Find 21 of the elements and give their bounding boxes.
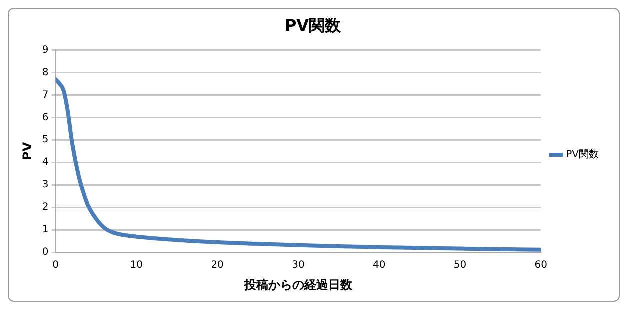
x-tick-label: 10 <box>130 260 144 272</box>
y-tick-label: 7 <box>42 90 49 101</box>
y-tick-label: 6 <box>42 112 49 124</box>
x-tick-label: 20 <box>211 260 224 272</box>
legend-label: PV関数 <box>566 150 600 161</box>
x-tick-label: 30 <box>292 260 305 272</box>
y-tick-label: 2 <box>42 202 49 214</box>
x-tick-label: 60 <box>534 260 548 272</box>
x-tick-label: 40 <box>372 260 386 272</box>
y-tick-label: 8 <box>42 67 49 78</box>
chart-title: PV関数 <box>284 16 342 35</box>
x-axis-title: 投稿からの経過日数 <box>243 278 354 292</box>
y-tick-label: 4 <box>42 157 49 168</box>
y-tick-label: 5 <box>42 134 49 146</box>
x-tick-label: 0 <box>52 260 59 272</box>
y-tick-label: 3 <box>42 180 49 191</box>
y-tick-label: 1 <box>42 224 49 236</box>
y-tick-label: 9 <box>42 44 49 56</box>
x-tick-label: 50 <box>454 260 467 272</box>
y-axis-title: PV <box>20 142 34 160</box>
y-tick-label: 0 <box>42 247 49 258</box>
